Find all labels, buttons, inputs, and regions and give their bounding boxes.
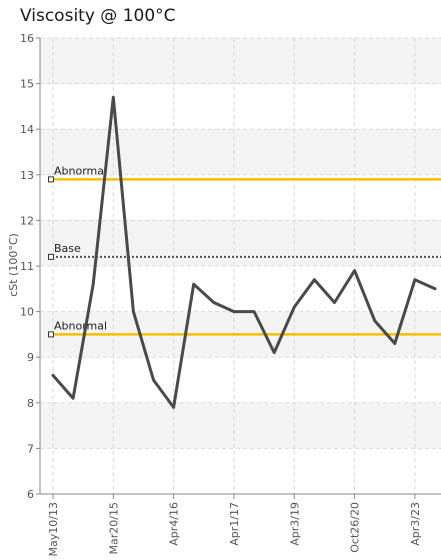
y-tick-label: 13 (20, 169, 34, 182)
data-point (112, 96, 115, 99)
data-point (92, 283, 95, 286)
x-tick-labels: May10/13 Mar20/15 Apr4/16 Apr1/17 Apr3/19 Oct… (47, 502, 422, 556)
data-point (172, 406, 175, 409)
y-tick-label: 9 (27, 351, 34, 364)
data-point (433, 287, 437, 290)
y-tick-label: 11 (20, 260, 34, 273)
data-point (252, 310, 256, 313)
data-point (293, 305, 296, 309)
data-point (413, 278, 417, 281)
y-tick-label: 8 (27, 397, 34, 410)
data-point (132, 310, 135, 313)
x-tick-label: Apr3/23 (409, 502, 422, 546)
data-point (393, 342, 396, 345)
data-point (373, 319, 376, 322)
x-tick-label: Oct26/20 (349, 502, 362, 553)
data-point (272, 351, 276, 354)
x-tick-label: Apr3/19 (288, 502, 301, 546)
x-tick-label: Apr4/16 (168, 502, 181, 546)
reference-lines: Abnormal Base Abnormal (48, 164, 441, 338)
data-point (333, 301, 336, 304)
reference-marker (48, 331, 54, 338)
y-tick-label: 16 (20, 32, 34, 45)
x-tick-label: Mar20/15 (107, 502, 120, 554)
y-tick-label: 7 (27, 442, 34, 455)
y-tick-label: 6 (27, 488, 34, 501)
series-line (51, 95, 437, 409)
y-tick-label: 10 (20, 306, 34, 319)
data-point (192, 283, 195, 286)
data-point (71, 397, 75, 400)
background-bands (40, 38, 441, 449)
series-layer (51, 95, 437, 409)
x-tick-label: May10/13 (47, 502, 60, 556)
grid-lines (40, 37, 441, 499)
reference-marker (48, 176, 54, 183)
y-tick-labels: 6 7 8 9 10 11 12 13 14 15 16 (20, 32, 40, 501)
chart-title: Viscosity @ 100°C (20, 6, 176, 26)
x-tick-label: Apr1/17 (228, 502, 241, 546)
data-point (51, 374, 55, 377)
data-point (353, 269, 356, 272)
background-band (40, 38, 441, 84)
reference-label: Abnormal (54, 319, 107, 332)
data-point (232, 310, 236, 313)
data-point (212, 301, 216, 304)
data-point (152, 378, 155, 382)
reference-label: Base (54, 242, 81, 255)
y-tick-label: 15 (20, 78, 34, 91)
y-tick-label: 14 (20, 123, 34, 136)
y-tick-label: 12 (20, 214, 34, 227)
reference-marker (48, 253, 54, 260)
reference-label: Abnormal (54, 164, 107, 177)
data-point (313, 278, 316, 281)
y-axis-label: cSt (100°C) (7, 233, 20, 297)
background-band (40, 220, 441, 266)
background-band (40, 402, 441, 449)
